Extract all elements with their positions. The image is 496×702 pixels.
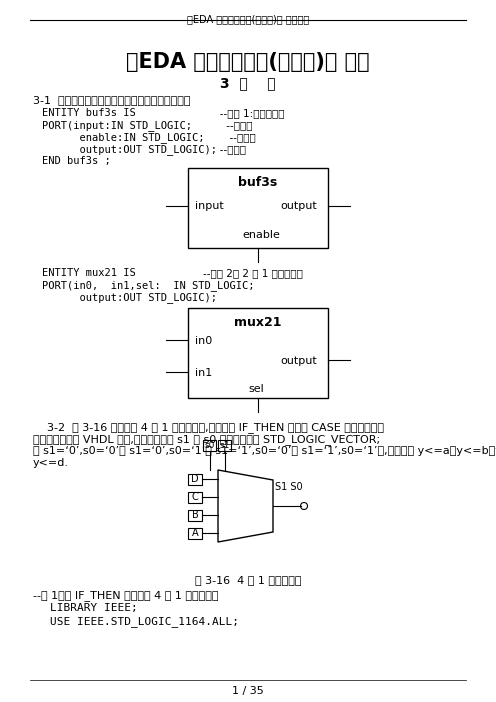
Text: in1: in1 (195, 368, 212, 378)
Text: output:OUT STD_LOGIC);: output:OUT STD_LOGIC); (42, 292, 217, 303)
Text: 当 s1=‘0’,s0=‘0’； s1=‘0’,s0=‘1’； s1=‘1’,s0=‘0’和 s1=‘1’,s0=‘1’时,分别执行 y<=a、y<=b、y<=: 当 s1=‘0’,s0=‘0’； s1=‘0’,s0=‘1’； s1=‘1’,s… (33, 446, 496, 456)
Text: --输入端: --输入端 (210, 120, 252, 130)
Text: sel: sel (248, 384, 264, 394)
Text: --解 1：用 IF_THEN 语句实现 4 选 1 多路选择器: --解 1：用 IF_THEN 语句实现 4 选 1 多路选择器 (33, 590, 219, 601)
Bar (188, 474, 202, 484)
Text: 3  习    题: 3 习 题 (220, 76, 276, 90)
Text: enable:IN STD_LOGIC;: enable:IN STD_LOGIC; (42, 132, 204, 143)
Text: 《EDA 技术实用教程(第四版)》 习题: 《EDA 技术实用教程(第四版)》 习题 (126, 52, 370, 72)
Text: USE IEEE.STD_LOGIC_1164.ALL;: USE IEEE.STD_LOGIC_1164.ALL; (50, 616, 239, 627)
Text: 式写出此电路的 VHDL 程序,选择控制信号 s1 和 s0 的数据类型为 STD_LOGIC_VECTOR;: 式写出此电路的 VHDL 程序,选择控制信号 s1 和 s0 的数据类型为 ST… (33, 434, 380, 445)
Text: output: output (280, 356, 317, 366)
Text: PORT(input:IN STD_LOGIC;: PORT(input:IN STD_LOGIC; (42, 120, 192, 131)
Text: enable: enable (242, 230, 280, 240)
Text: --实体 1:三态缓冲器: --实体 1:三态缓冲器 (210, 108, 285, 118)
Text: 《EDA 技术实用教程(第四版)》 习题答案: 《EDA 技术实用教程(第四版)》 习题答案 (187, 14, 309, 24)
Bar (188, 491, 202, 503)
Text: --使能端: --使能端 (210, 132, 256, 142)
Text: C: C (191, 493, 198, 503)
Text: --输出端: --输出端 (210, 144, 246, 154)
Bar (203, 440, 216, 451)
Circle shape (301, 503, 308, 510)
Text: 图 3-16  4 选 1 多路选择器: 图 3-16 4 选 1 多路选择器 (195, 575, 301, 585)
Text: ENTITY mux21 IS: ENTITY mux21 IS (42, 268, 136, 278)
Text: END buf3s ;: END buf3s ; (42, 156, 111, 166)
Text: S1 S0: S1 S0 (275, 482, 303, 492)
Bar (218, 440, 231, 451)
Text: PORT(in0,  in1,sel:  IN STD_LOGIC;: PORT(in0, in1,sel: IN STD_LOGIC; (42, 280, 254, 291)
Bar (188, 308, 328, 398)
Text: output: output (280, 201, 317, 211)
Text: in0: in0 (195, 336, 212, 346)
Bar (188, 168, 328, 248)
Text: y<=d.: y<=d. (33, 458, 69, 468)
Text: input: input (195, 201, 224, 211)
Text: s1: s1 (219, 441, 230, 450)
Text: 1 / 35: 1 / 35 (232, 686, 264, 696)
Bar (188, 510, 202, 520)
Text: --实体 2： 2 选 1 多路选择器: --实体 2： 2 选 1 多路选择器 (190, 268, 303, 278)
Text: mux21: mux21 (234, 316, 282, 329)
Bar (188, 527, 202, 538)
Text: B: B (191, 510, 198, 520)
Text: 3-2  图 3-16 所示的是 4 选 1 多路选择器,试分别用 IF_THEN 语句和 CASE 语句的表达方: 3-2 图 3-16 所示的是 4 选 1 多路选择器,试分别用 IF_THEN… (33, 422, 384, 433)
Text: s0: s0 (204, 441, 215, 450)
Text: LIBRARY IEEE;: LIBRARY IEEE; (50, 603, 138, 613)
Polygon shape (218, 470, 273, 542)
Text: D: D (191, 475, 199, 484)
Text: 3-1  画出与以下实体描述对应的原理图符号元件：: 3-1 画出与以下实体描述对应的原理图符号元件： (33, 95, 190, 105)
Text: output:OUT STD_LOGIC);: output:OUT STD_LOGIC); (42, 144, 217, 155)
Text: buf3s: buf3s (239, 176, 278, 189)
Text: A: A (191, 529, 198, 538)
Text: ENTITY buf3s IS: ENTITY buf3s IS (42, 108, 136, 118)
